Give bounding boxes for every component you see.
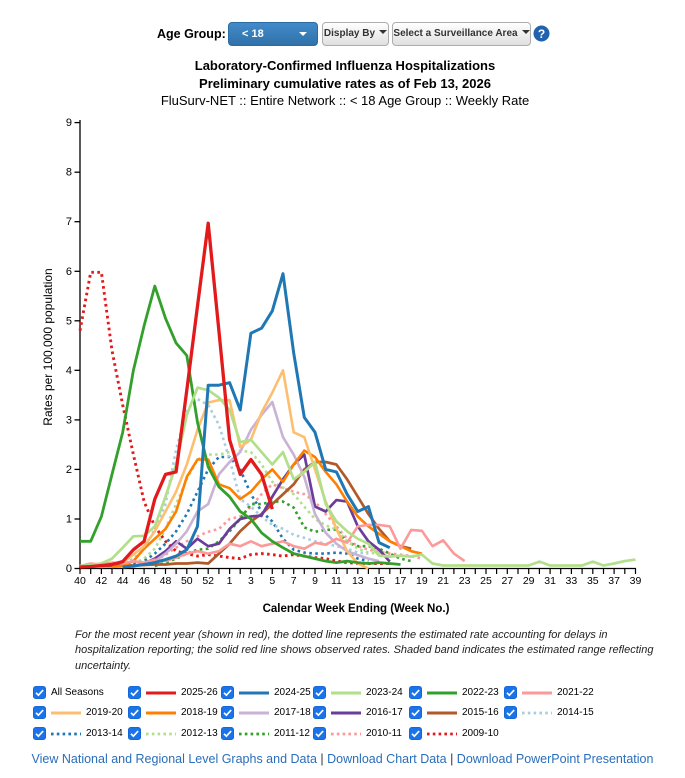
svg-text:3: 3 (248, 575, 254, 587)
svg-text:33: 33 (566, 575, 578, 587)
svg-text:11: 11 (331, 575, 342, 587)
svg-text:2: 2 (66, 464, 72, 476)
svg-text:27: 27 (501, 575, 513, 587)
svg-text:1: 1 (66, 514, 72, 526)
svg-text:23: 23 (459, 575, 471, 587)
svg-text:7: 7 (66, 216, 72, 228)
svg-text:9: 9 (66, 117, 72, 129)
svg-text:40: 40 (74, 575, 86, 587)
svg-text:35: 35 (587, 575, 599, 587)
svg-text:39: 39 (630, 575, 642, 587)
svg-text:44: 44 (117, 575, 129, 587)
svg-text:31: 31 (544, 575, 556, 587)
svg-text:46: 46 (138, 575, 150, 587)
svg-text:19: 19 (416, 575, 428, 587)
svg-text:52: 52 (202, 575, 214, 587)
svg-text:6: 6 (66, 266, 72, 278)
svg-text:3: 3 (66, 414, 72, 426)
svg-text:15: 15 (373, 575, 385, 587)
svg-text:5: 5 (269, 575, 275, 587)
svg-text:0: 0 (66, 563, 72, 575)
svg-text:25: 25 (480, 575, 492, 587)
svg-text:5: 5 (66, 315, 72, 327)
svg-text:29: 29 (523, 575, 535, 587)
svg-text:50: 50 (181, 575, 193, 587)
svg-text:8: 8 (66, 167, 72, 179)
svg-text:Rates per 100,000 population: Rates per 100,000 population (41, 268, 55, 425)
svg-text:7: 7 (291, 575, 297, 587)
svg-text:?: ? (538, 27, 545, 41)
svg-text:1: 1 (227, 575, 233, 587)
svg-text:37: 37 (608, 575, 620, 587)
svg-text:17: 17 (395, 575, 407, 587)
svg-text:9: 9 (312, 575, 318, 587)
svg-text:13: 13 (352, 575, 364, 587)
svg-text:21: 21 (437, 575, 449, 587)
svg-text:Calendar Week Ending (Week No.: Calendar Week Ending (Week No.) (263, 603, 450, 615)
svg-text:4: 4 (66, 365, 72, 377)
svg-text:48: 48 (160, 575, 172, 587)
svg-text:42: 42 (96, 575, 108, 587)
